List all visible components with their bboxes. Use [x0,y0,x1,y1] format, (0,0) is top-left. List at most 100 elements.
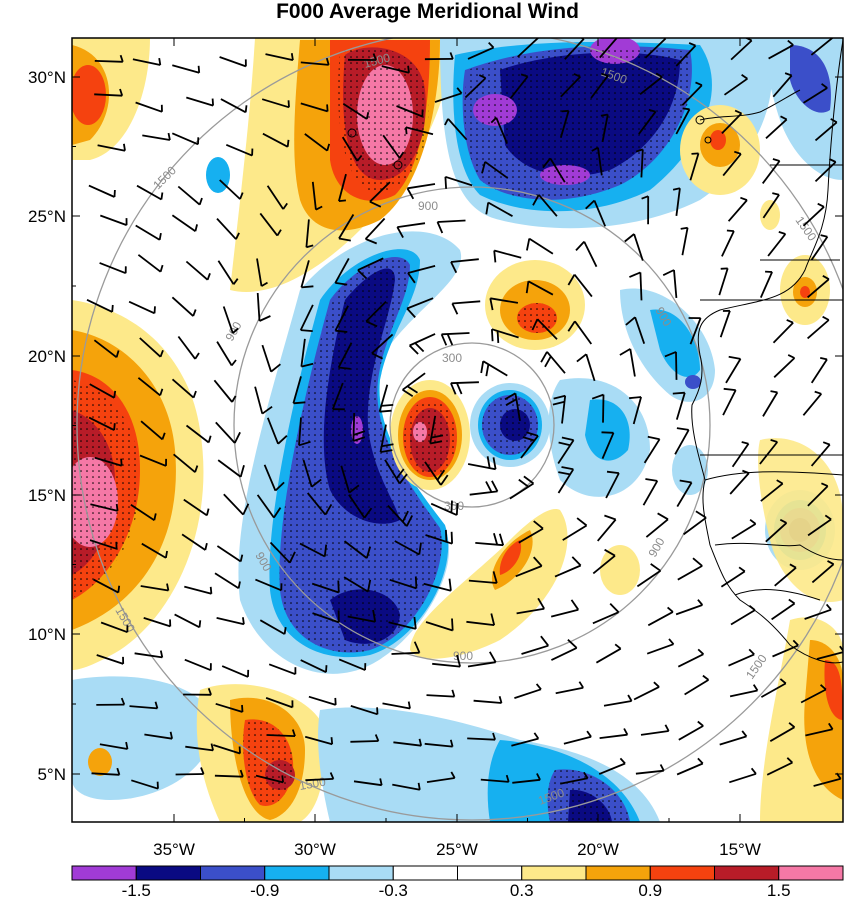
wind-barb [384,459,401,485]
positive-anomaly-northwest [72,38,150,160]
wind-barb [467,463,496,471]
wind-barb [802,206,825,227]
map-title: F000 Average Meridional Wind [276,0,579,23]
wind-barb-feather [614,643,622,650]
wind-barb [171,296,194,317]
wind-barb-feather [300,329,313,332]
wind-barb [265,697,293,709]
wind-barb [675,108,691,135]
wind-barb-feather [542,157,552,169]
wind-barb [677,653,704,668]
wind-barb-feather [206,272,211,281]
wind-barb [302,459,313,488]
wind-barb-feather [650,563,662,572]
lat-label: 15°N [28,486,66,505]
wind-barb-feather [822,441,831,446]
wind-barb [300,102,328,113]
wind-barb [675,44,697,67]
wind-barb-feather [119,54,124,63]
wind-barb [213,744,241,755]
wind-barb [430,502,458,516]
wind-barb-feather [298,440,311,447]
range-ring-1500 [76,38,843,821]
wind-barb [256,258,263,287]
wind-barb [215,702,243,713]
wind-barb [369,181,391,203]
wind-barb [388,621,417,630]
wind-barb-feather [664,724,670,732]
wind-barb-feather [274,481,285,492]
wind-barb-feather [586,730,592,738]
wind-barb-feather [159,264,164,273]
colorbar-box [328,865,394,881]
wind-barb [186,96,214,107]
negative-anomaly-south [318,707,660,822]
wind-barb [557,439,575,464]
wind-barb [765,522,788,543]
wind-barb [731,523,757,540]
wind-barb [633,686,660,701]
wind-barb [134,652,163,659]
wind-barb [216,217,237,240]
colorbar-box [649,865,715,881]
wind-barb [137,377,161,397]
colorbar-label: 0.9 [638,881,662,900]
lat-label: 20°N [28,347,66,366]
wind-barb [491,328,519,339]
wind-barb-feather [493,532,505,546]
wind-barb [298,417,302,446]
wind-barb-feather [740,196,748,201]
wind-barb [467,661,496,668]
wind-barb-feather [535,683,542,690]
colorbar-label: -1.5 [122,881,151,900]
wind-barb [185,260,209,281]
wind-barb-feather [604,548,616,557]
wind-barb [213,379,233,403]
wind-barb [364,217,386,240]
wind-barb-feather [113,390,117,398]
wind-barb-feather [372,53,377,61]
wind-barb [467,46,494,60]
positive-anomaly-core [390,380,470,490]
wind-barb-feather [741,73,748,80]
wind-barb [632,396,642,425]
wind-barb [304,735,333,746]
colorbar-label: -0.3 [379,881,408,900]
wind-barb-feather [232,327,239,334]
wind-barb-feather [578,681,584,689]
wind-barb [261,344,272,372]
wind-barb [593,200,607,227]
wind-barb [803,87,828,104]
wind-barb [574,320,593,345]
wind-barb [561,395,567,424]
wind-barb [254,386,264,414]
positive-anomaly-north [230,38,451,292]
wind-barb [171,378,195,399]
lat-label: 30°N [28,68,66,87]
wind-barb [223,493,244,516]
wind-barb-feather [440,333,454,346]
wind-barb-feather [194,352,200,360]
wind-barb [759,271,773,298]
wind-barb [760,482,784,502]
wind-barb-feather [117,585,121,593]
wind-barb [603,700,632,707]
wind-barb [86,298,113,313]
wind-barb [512,778,541,784]
wind-barb [800,688,827,704]
wind-barb [676,762,704,776]
positive-anomaly-southeast-band [410,509,568,659]
wind-barb [445,175,473,187]
wind-barb [721,230,735,257]
wind-barb [409,333,436,347]
wind-barb [437,219,466,223]
wind-barb [407,183,436,190]
wind-barb-feather [672,391,685,395]
wind-barb [256,494,275,519]
wind-barb-feather [734,109,742,115]
wind-barb-feather [786,757,794,764]
wind-barb [219,56,247,68]
wind-barb [675,351,678,380]
wind-barb [352,412,356,442]
wind-barb [469,490,498,496]
